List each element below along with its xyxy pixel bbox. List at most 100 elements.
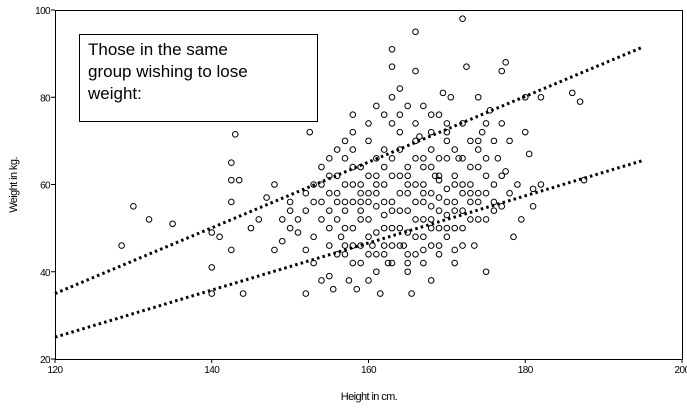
data-point <box>412 120 419 127</box>
data-point <box>467 137 474 145</box>
data-point <box>427 242 435 249</box>
data-point <box>420 163 427 171</box>
data-point <box>490 137 498 145</box>
data-point <box>435 194 443 201</box>
data-point <box>416 133 423 140</box>
data-point <box>521 128 529 136</box>
data-point <box>373 251 380 258</box>
data-point <box>302 246 310 254</box>
data-point <box>498 172 506 180</box>
data-point <box>443 211 451 219</box>
x-tick-label: 120 <box>48 365 64 376</box>
data-point <box>451 246 459 254</box>
data-point <box>525 150 533 158</box>
data-point <box>474 137 482 145</box>
data-point <box>365 233 372 241</box>
data-point <box>482 155 490 162</box>
data-point <box>329 285 337 293</box>
data-point <box>310 198 317 206</box>
data-point <box>380 146 388 153</box>
data-point <box>404 181 411 188</box>
data-point <box>435 207 443 214</box>
data-point <box>396 85 404 92</box>
annotation-box: Those in the same group wishing to lose … <box>79 34 318 122</box>
data-point <box>459 181 466 188</box>
data-point <box>400 242 408 249</box>
data-point <box>271 246 278 254</box>
data-point <box>228 198 235 206</box>
data-point <box>451 224 459 232</box>
data-point <box>341 242 349 249</box>
data-point <box>365 137 372 145</box>
data-point <box>349 198 357 206</box>
data-point <box>498 67 506 75</box>
data-point <box>396 128 404 136</box>
data-point <box>373 229 380 236</box>
data-point <box>239 290 247 297</box>
data-point <box>349 128 357 136</box>
data-point <box>302 290 310 297</box>
data-point <box>529 203 537 210</box>
data-point <box>482 189 490 197</box>
data-point <box>145 216 153 223</box>
data-point <box>396 146 404 153</box>
data-point <box>435 155 443 162</box>
data-point <box>365 189 372 197</box>
data-point <box>388 172 396 180</box>
data-point <box>427 189 435 197</box>
data-point <box>365 251 372 258</box>
x-tick-label: 160 <box>361 365 377 376</box>
data-point <box>498 120 506 127</box>
data-point <box>443 128 451 136</box>
data-point <box>451 198 459 206</box>
data-point <box>353 285 361 293</box>
data-point <box>380 111 388 118</box>
y-tick-label: 100 <box>35 6 51 17</box>
data-point <box>318 277 325 284</box>
data-point <box>502 59 509 66</box>
data-point <box>333 198 341 206</box>
data-point <box>490 198 498 206</box>
data-point <box>459 15 466 23</box>
data-point <box>388 198 396 206</box>
data-point <box>341 155 349 162</box>
data-point <box>459 189 466 197</box>
data-point <box>490 207 498 214</box>
data-point <box>380 163 388 171</box>
data-point <box>278 237 286 245</box>
data-point <box>404 207 411 214</box>
data-point <box>408 290 415 297</box>
data-point <box>294 229 302 236</box>
data-point <box>349 163 357 171</box>
data-point <box>439 89 447 97</box>
data-point <box>510 233 517 241</box>
data-point <box>365 216 372 223</box>
data-point <box>443 233 451 241</box>
data-point <box>345 277 353 284</box>
data-point <box>380 224 388 232</box>
data-point <box>435 176 443 184</box>
data-point <box>310 259 317 267</box>
data-point <box>427 224 435 232</box>
data-point <box>412 198 419 206</box>
data-point <box>255 216 263 223</box>
data-point <box>451 146 459 153</box>
data-point <box>318 216 325 223</box>
data-point <box>471 242 478 249</box>
data-point <box>521 93 529 101</box>
data-point <box>208 229 216 236</box>
data-point <box>412 181 419 188</box>
data-point <box>333 251 341 258</box>
data-point <box>518 216 525 223</box>
data-point <box>474 189 482 197</box>
data-point <box>380 251 388 258</box>
reference-lines <box>54 45 644 339</box>
data-point <box>216 233 223 241</box>
data-point <box>447 93 455 101</box>
data-point <box>326 207 333 214</box>
data-point <box>333 189 341 197</box>
data-point <box>486 107 494 114</box>
data-point <box>412 67 419 75</box>
data-point <box>302 189 310 197</box>
